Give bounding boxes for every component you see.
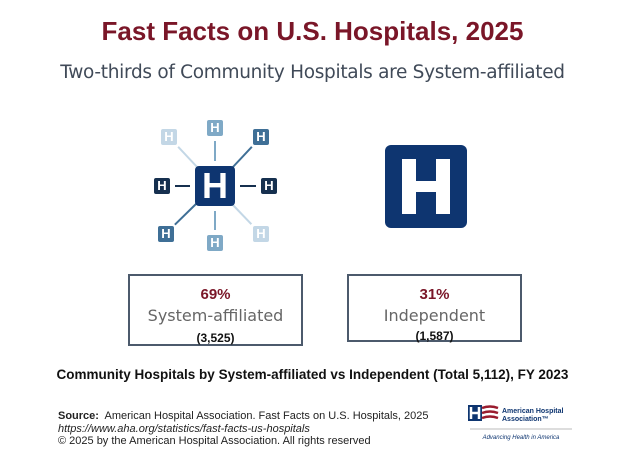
satellite-hospital-icon: H <box>253 129 269 145</box>
label: System-affiliated <box>147 306 284 325</box>
percent: 69% <box>200 286 231 303</box>
hospital-h-icon <box>385 145 467 228</box>
connector-line <box>177 145 199 169</box>
copyright: © 2025 by the American Hospital Associat… <box>58 435 371 447</box>
satellite-hospital-icon: H <box>161 129 177 145</box>
page-subtitle: Two-thirds of Community Hospitals are Sy… <box>60 62 565 83</box>
svg-text:Advancing Health in America: Advancing Health in America <box>482 435 560 441</box>
count: (1,587) <box>415 329 454 343</box>
satellite-hospital-icon: H <box>261 178 277 194</box>
satellite-hospital-icon: H <box>207 120 223 136</box>
hub-hospital-icon: H <box>195 166 235 206</box>
satellite-hospital-icon: H <box>158 226 174 242</box>
chart-caption: Community Hospitals by System-affiliated… <box>56 367 569 382</box>
satellite-hospital-icon: H <box>207 235 223 251</box>
connector-line <box>231 145 253 169</box>
connector-line <box>240 185 256 187</box>
connector-line <box>214 141 216 161</box>
percent: 31% <box>419 286 450 303</box>
connector-line <box>214 211 216 230</box>
svg-text:Association™: Association™ <box>502 416 549 423</box>
count: (3,525) <box>196 331 235 345</box>
label: Independent <box>383 306 486 325</box>
satellite-hospital-icon: H <box>154 178 170 194</box>
card-independent: 31% Independent (1,587) <box>347 274 522 343</box>
hospital-network-icon: H H H H H H H H <box>154 120 277 251</box>
source-label: Source: <box>58 410 99 422</box>
source-block: Source: American Hospital Association. F… <box>58 410 429 448</box>
source-text: American Hospital Association. Fast Fact… <box>104 410 429 422</box>
aha-logo: American Hospital Association™ Advancing… <box>466 403 576 448</box>
satellite-hospital-icon: H <box>253 226 269 242</box>
svg-text:American Hospital: American Hospital <box>502 408 564 415</box>
card-system-affiliated: 69% System-affiliated (3,525) <box>128 274 303 346</box>
connector-line <box>175 185 190 187</box>
source-url[interactable]: https://www.aha.org/statistics/fast-fact… <box>58 422 310 435</box>
connector-line <box>231 203 253 226</box>
connector-line <box>174 202 198 226</box>
page-title: Fast Facts on U.S. Hospitals, 2025 <box>101 16 524 46</box>
